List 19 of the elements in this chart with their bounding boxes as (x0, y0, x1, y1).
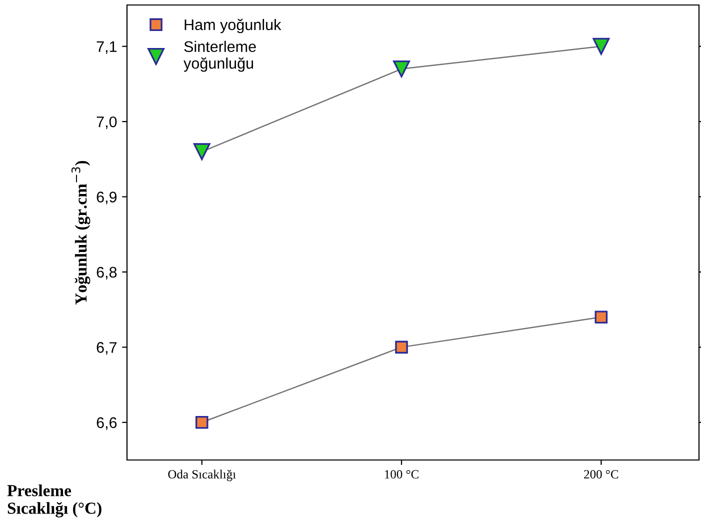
y-tick-label: 6,7 (96, 342, 117, 355)
y-tick-label: 6,9 (96, 192, 117, 204)
x-tick-label: 200 °C (584, 470, 618, 479)
y-tick-label: 6,6 (96, 417, 117, 430)
x-tick-label: Oda Sıcaklığı (168, 470, 236, 482)
point (592, 38, 610, 55)
point (193, 143, 210, 160)
y-axis-title: Yoğunluk (gr.cm$^{−3}$) (71, 160, 90, 305)
point (195, 416, 208, 429)
y-tick-label: 7,1 (96, 41, 117, 54)
y-tick-label: 6,8 (96, 266, 117, 280)
legend-label: Sinterleme yoğunluğu (184, 40, 256, 72)
y-tick-label: 7,0 (96, 116, 117, 130)
point (393, 60, 410, 78)
legend-label: Ham yoğunluk (184, 18, 282, 34)
point (395, 340, 408, 354)
point (594, 310, 608, 324)
x-tick-label: 100 °C (385, 470, 418, 479)
x-axis-title: Presleme Sıcaklığı (°C) (7, 484, 102, 518)
